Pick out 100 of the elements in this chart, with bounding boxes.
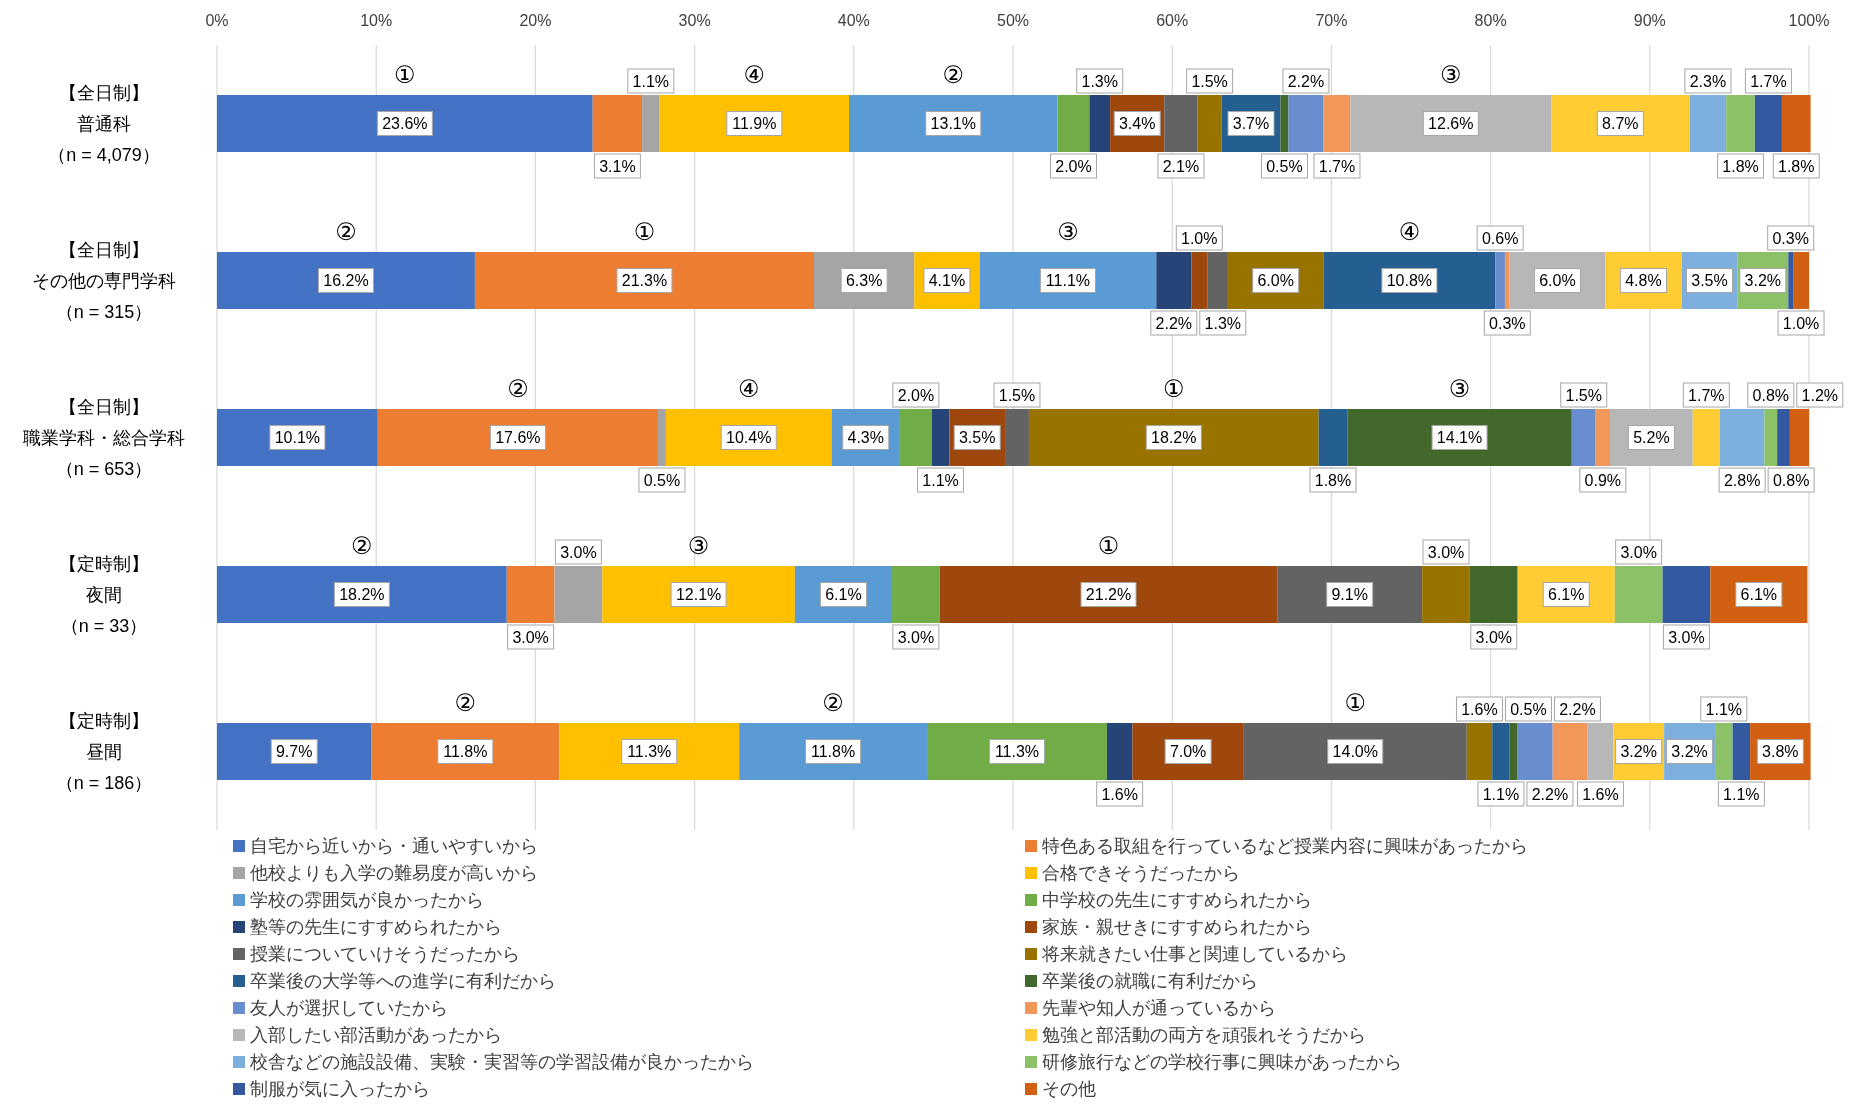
bar xyxy=(1005,409,1029,466)
legend-label: 授業についていけそうだったから xyxy=(250,944,520,964)
data-label: 9.7% xyxy=(270,739,318,764)
data-label: 2.3% xyxy=(1684,68,1732,94)
data-label: 2.8% xyxy=(1718,467,1766,493)
data-label: 10.8% xyxy=(1381,268,1438,293)
y-tick-label: 【定時制】夜間（n = 33） xyxy=(59,553,149,636)
data-label: 3.2% xyxy=(1666,739,1714,764)
data-label: 0.6% xyxy=(1476,225,1524,251)
data-label: 1.2% xyxy=(1796,382,1844,408)
data-label: 6.3% xyxy=(840,268,888,293)
annotation: ② xyxy=(335,218,357,245)
annotation: ① xyxy=(394,61,416,88)
bar xyxy=(1788,252,1794,309)
data-label: 3.4% xyxy=(1118,115,1156,132)
bar xyxy=(1587,723,1614,780)
bar xyxy=(1057,95,1090,152)
legend-label: 先輩や知人が通っているから xyxy=(1042,998,1276,1018)
x-tick-label: 90% xyxy=(1633,12,1666,29)
data-label: 1.5% xyxy=(993,382,1041,408)
bar xyxy=(1466,723,1493,780)
data-label: 2.2% xyxy=(1526,781,1574,807)
data-label: 14.1% xyxy=(1436,429,1483,446)
data-label: 0.8% xyxy=(1772,471,1810,489)
data-label: 9.7% xyxy=(275,743,313,760)
data-label: 14.1% xyxy=(1431,425,1488,450)
data-label: 0.9% xyxy=(1584,471,1622,489)
data-label: 0.5% xyxy=(643,471,681,489)
legend-label: 学校の雰囲気が良かったから xyxy=(250,890,484,910)
bar xyxy=(1164,95,1198,152)
data-label: 6.1% xyxy=(825,586,862,603)
data-label: 3.0% xyxy=(1620,543,1657,561)
data-label: 1.7% xyxy=(1682,382,1730,408)
data-label: 3.0% xyxy=(1615,539,1663,565)
data-label: 8.7% xyxy=(1596,111,1644,136)
bar xyxy=(554,566,603,623)
annotation: ③ xyxy=(1448,375,1471,402)
data-label: 12.6% xyxy=(1422,111,1479,136)
data-label: 3.8% xyxy=(1762,743,1799,760)
data-label: 17.6% xyxy=(489,425,546,450)
legend-label: 家族・親せきにすすめられたから xyxy=(1042,917,1312,937)
bar xyxy=(1422,566,1470,623)
data-label: 18.2% xyxy=(339,586,385,603)
data-label: 1.1% xyxy=(922,471,959,489)
data-label: 1.6% xyxy=(1101,785,1138,803)
data-label: 6.1% xyxy=(1735,582,1783,607)
data-label: 0.9% xyxy=(1579,467,1627,493)
data-label: 0.8% xyxy=(1752,386,1790,404)
data-label: 1.6% xyxy=(1576,781,1624,807)
data-label: 3.0% xyxy=(1470,624,1518,650)
data-label: 3.2% xyxy=(1671,743,1708,760)
data-label: 4.3% xyxy=(842,425,890,450)
bar xyxy=(939,566,1278,623)
data-label: 10.8% xyxy=(1386,272,1433,289)
data-label: 3.0% xyxy=(1668,628,1705,646)
data-label: 4.1% xyxy=(923,268,971,293)
data-label: 1.1% xyxy=(1700,696,1748,722)
bar xyxy=(1323,95,1351,152)
data-label: 6.1% xyxy=(819,582,867,607)
legend-label: 校舎などの施設設備、実験・実習等の学習設備が良かったから xyxy=(249,1052,754,1072)
annotation: ① xyxy=(1163,375,1185,402)
bar xyxy=(592,95,643,152)
data-label: 3.1% xyxy=(599,157,636,175)
bar xyxy=(1789,409,1809,466)
data-label: 12.1% xyxy=(670,582,727,607)
legend-label: 特色ある取組を行っているなど授業内容に興味があったから xyxy=(1042,836,1528,856)
data-label: 0.3% xyxy=(1489,314,1526,332)
data-label: 3.2% xyxy=(1744,272,1782,289)
data-label: 1.5% xyxy=(1560,382,1608,408)
bar xyxy=(931,409,950,466)
bar xyxy=(892,566,940,623)
bar xyxy=(657,409,666,466)
y-tick-label: 【全日制】その他の専門学科（n = 315） xyxy=(32,239,176,322)
data-label: 1.6% xyxy=(1582,785,1619,803)
bar xyxy=(849,95,1058,152)
legend-label: その他 xyxy=(1042,1079,1096,1099)
bar xyxy=(377,409,658,466)
data-label: 6.0% xyxy=(1533,268,1581,293)
data-label: 1.3% xyxy=(1199,310,1247,336)
data-label: 1.1% xyxy=(627,68,675,94)
data-label: 1.1% xyxy=(1705,700,1743,718)
data-label: 4.1% xyxy=(928,272,966,289)
bar xyxy=(1781,95,1811,152)
data-label: 3.0% xyxy=(892,624,940,650)
data-label: 8.7% xyxy=(1602,115,1639,132)
legend-label: 中学校の先生にすすめられたから xyxy=(1042,890,1312,910)
data-label: 3.2% xyxy=(1615,739,1663,764)
data-label: 6.1% xyxy=(1740,586,1778,603)
data-label: 6.1% xyxy=(1542,582,1590,607)
data-label: 18.2% xyxy=(1145,425,1202,450)
data-label: 11.8% xyxy=(437,739,494,764)
annotation: ④ xyxy=(737,375,760,402)
data-label: 1.5% xyxy=(1186,68,1234,94)
data-label: 1.1% xyxy=(917,467,965,493)
annotation: ② xyxy=(822,689,844,716)
bar xyxy=(1517,723,1553,780)
data-label: 2.2% xyxy=(1559,700,1596,718)
data-label: 0.5% xyxy=(1266,157,1303,175)
data-label: 11.3% xyxy=(994,743,1040,760)
bar xyxy=(217,95,593,152)
